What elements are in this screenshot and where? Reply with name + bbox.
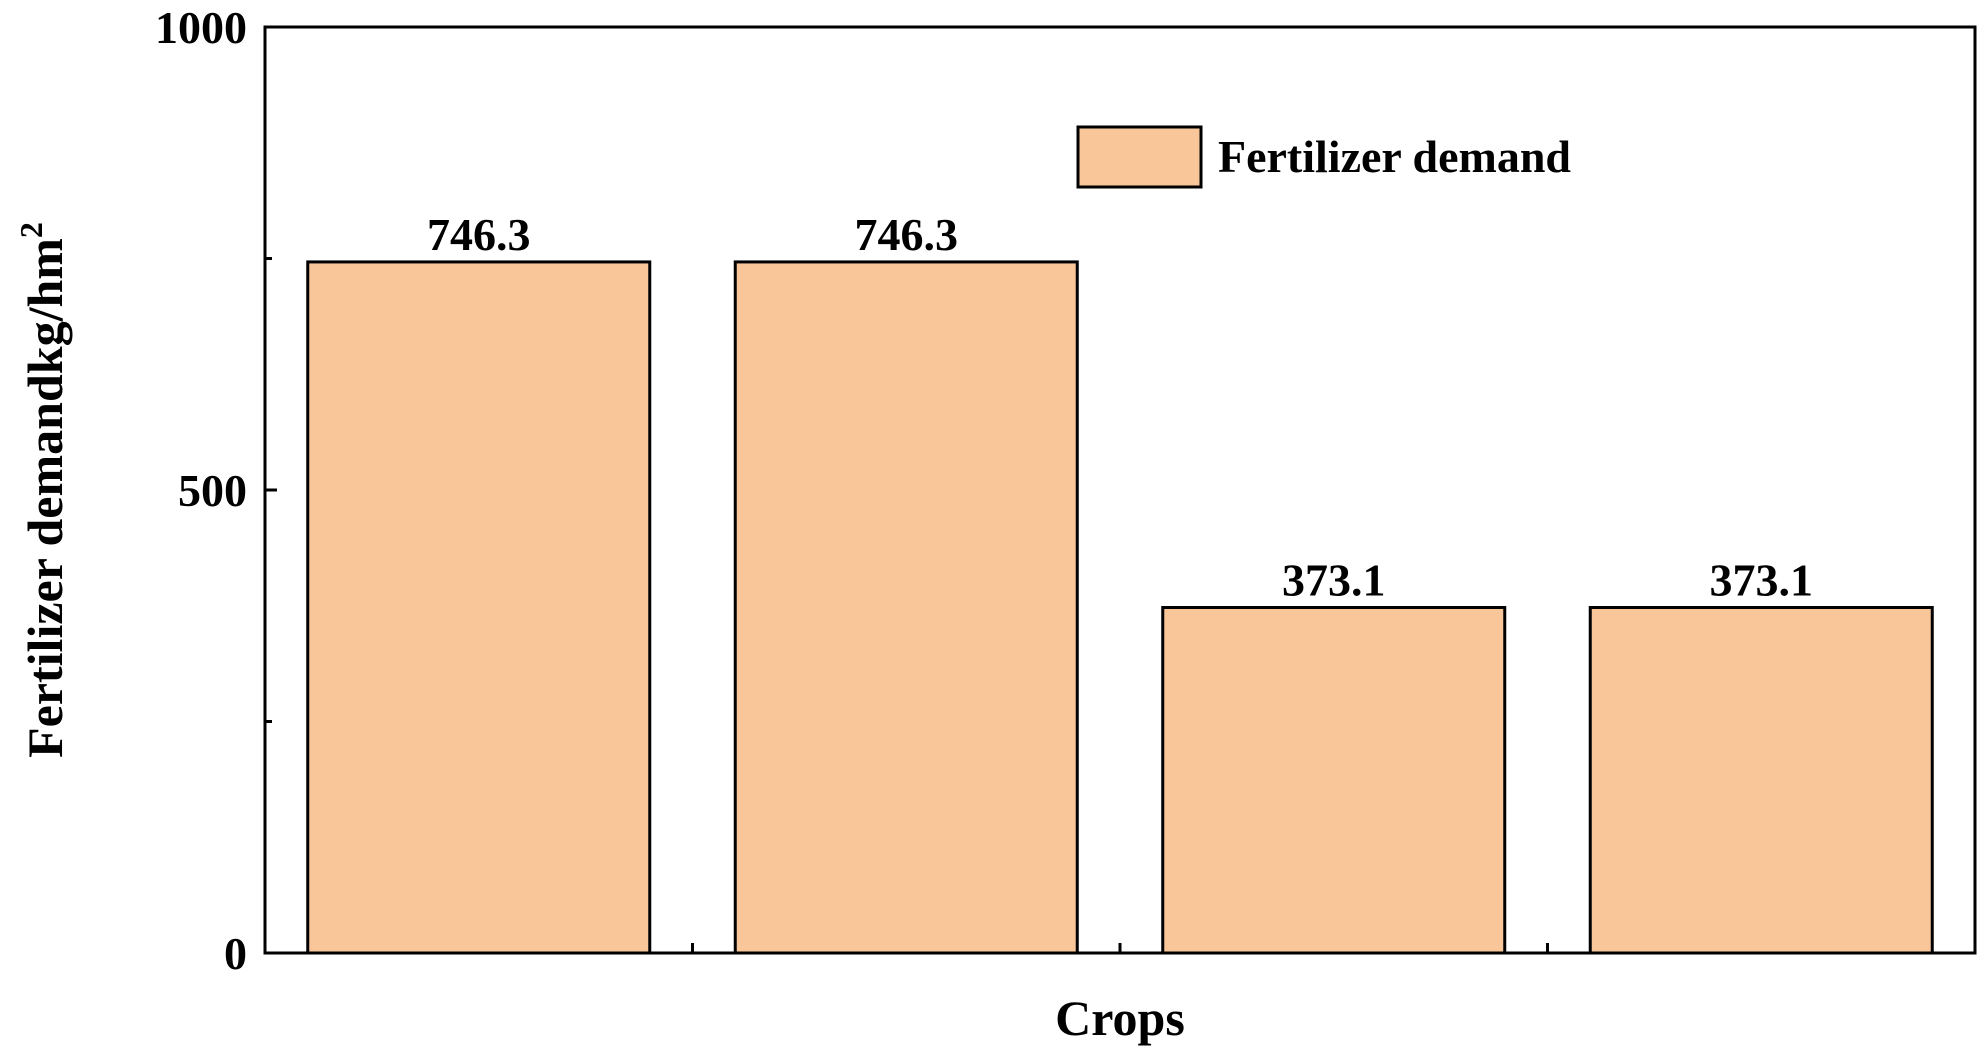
legend-swatch <box>1076 125 1203 189</box>
bar <box>733 260 1079 955</box>
bar <box>306 260 652 955</box>
labels-layer: 746.3 746.3 373.1 373.1 <box>427 209 1813 606</box>
y-axis-label-superscript: 2 <box>13 222 49 238</box>
x-axis-label: Crops <box>1055 990 1185 1046</box>
y-tick-label: 0 <box>224 928 247 979</box>
y-tick-label: 500 <box>178 465 247 516</box>
y-tick-label: 1000 <box>155 2 247 53</box>
ticks-layer: 0 500 1000 <box>155 2 1549 979</box>
bar-value-label: 746.3 <box>427 209 531 260</box>
legend: Fertilizer demand <box>1076 125 1571 189</box>
bar <box>1161 606 1507 955</box>
bar <box>1588 606 1934 955</box>
bars-layer <box>306 260 1934 955</box>
y-axis-label-text: Fertilizer demandkg/hm <box>17 238 73 758</box>
bar-value-label: 373.1 <box>1282 555 1386 606</box>
bar-value-label: 746.3 <box>855 209 959 260</box>
bar-value-label: 373.1 <box>1710 555 1814 606</box>
legend-label: Fertilizer demand <box>1218 131 1571 182</box>
y-axis-label: Fertilizer demandkg/hm2 <box>13 222 73 758</box>
